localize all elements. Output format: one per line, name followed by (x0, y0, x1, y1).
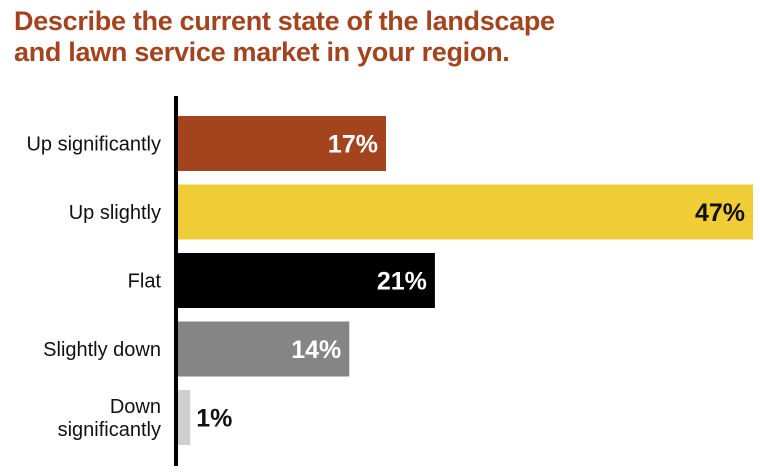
chart-title-line-2: and lawn service market in your region. (14, 37, 510, 67)
bar (178, 321, 350, 377)
category-label: Flat (128, 271, 162, 293)
value-label: 21% (377, 268, 427, 296)
value-label: 17% (328, 131, 378, 159)
category-label-line: Up slightly (69, 202, 161, 224)
category-label-line: Down (110, 396, 161, 418)
bar (178, 184, 753, 240)
value-label: 47% (695, 199, 745, 227)
category-label-line: significantly (58, 419, 161, 441)
category-label-line: Flat (128, 271, 162, 293)
category-label: Up significantly (26, 134, 161, 156)
category-label-line: Up significantly (26, 134, 161, 156)
bar (178, 116, 386, 171)
bar (178, 390, 191, 445)
chart-title-line-1: Describe the current state of the landsc… (14, 6, 555, 36)
category-label: Up slightly (69, 202, 161, 224)
category-label: Down significantly (58, 396, 161, 441)
category-label: Slightly down (43, 339, 161, 361)
category-label-line: Slightly down (43, 339, 161, 361)
chart-title: Describe the current state of the landsc… (14, 6, 754, 68)
value-label: 14% (291, 336, 341, 364)
value-label: 1% (196, 405, 232, 433)
bar (178, 253, 435, 308)
